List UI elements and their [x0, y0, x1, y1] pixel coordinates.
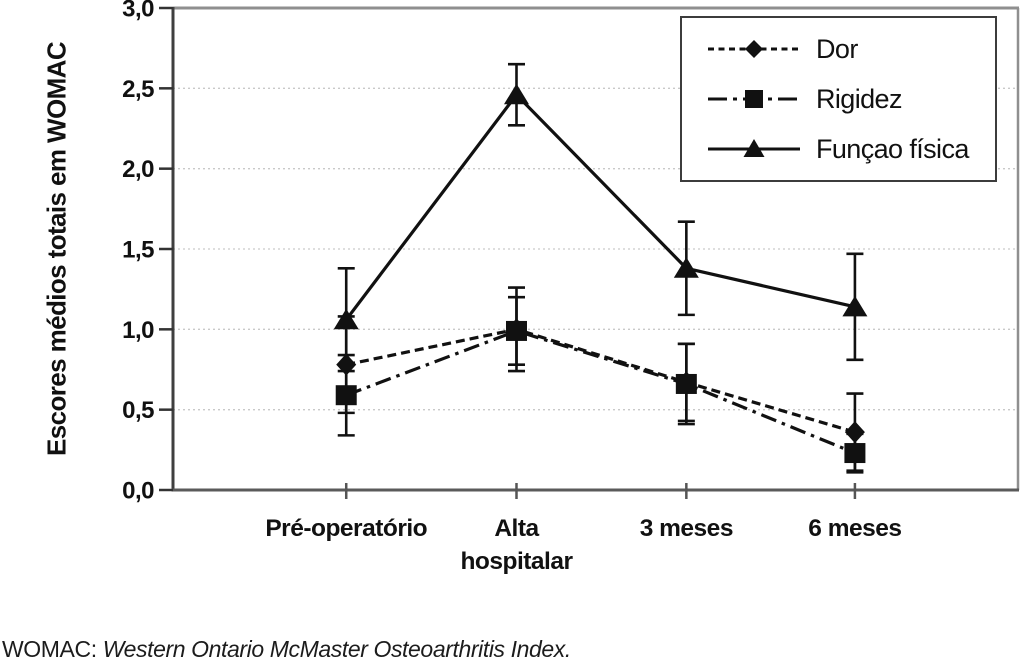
y-tick-label: 3,0: [122, 0, 154, 23]
footnote: WOMAC: Western Ontario McMaster Osteoart…: [2, 636, 571, 663]
legend-label-funcao-fisica: Funçao física: [816, 133, 969, 164]
legend-label-dor: Dor: [816, 33, 858, 64]
footnote-abbr: WOMAC:: [2, 636, 97, 662]
legend-sample-funcao-fisica-icon: [708, 139, 800, 157]
y-tick-label: 1,0: [122, 317, 154, 344]
x-tick-label: 6 meses: [808, 515, 901, 542]
y-tick-label: 2,5: [122, 76, 154, 103]
y-tick-label: 2,0: [122, 156, 154, 183]
legend-label-rigidez: Rigidez: [816, 83, 902, 114]
x-tick-label: Pré-operatório: [265, 515, 427, 542]
x-tick-label: Alta hospitalar: [460, 515, 573, 575]
legend-sample-dor-icon: [708, 40, 800, 58]
chart-legend: Dor Rigidez Funçao física: [680, 16, 997, 182]
y-tick-label: 1,5: [122, 237, 154, 264]
x-tick-label: 3 meses: [640, 515, 733, 542]
footnote-definition: Western Ontario McMaster Osteoarthritis …: [102, 636, 572, 662]
y-tick-label: 0,0: [122, 478, 154, 505]
legend-item-dor: Dor: [706, 34, 995, 65]
chart-plot-area: 0,0 0,5 1,0 1,5 2,0 2,5 3,0 Pré-operatório Alta h…: [122, 0, 1020, 575]
legend-item-funcao-fisica: Funçao física: [706, 134, 995, 165]
legend-item-rigidez: Rigidez: [706, 84, 995, 115]
legend-sample-rigidez-icon: [708, 90, 800, 108]
y-tick-label: 0,5: [122, 397, 154, 424]
